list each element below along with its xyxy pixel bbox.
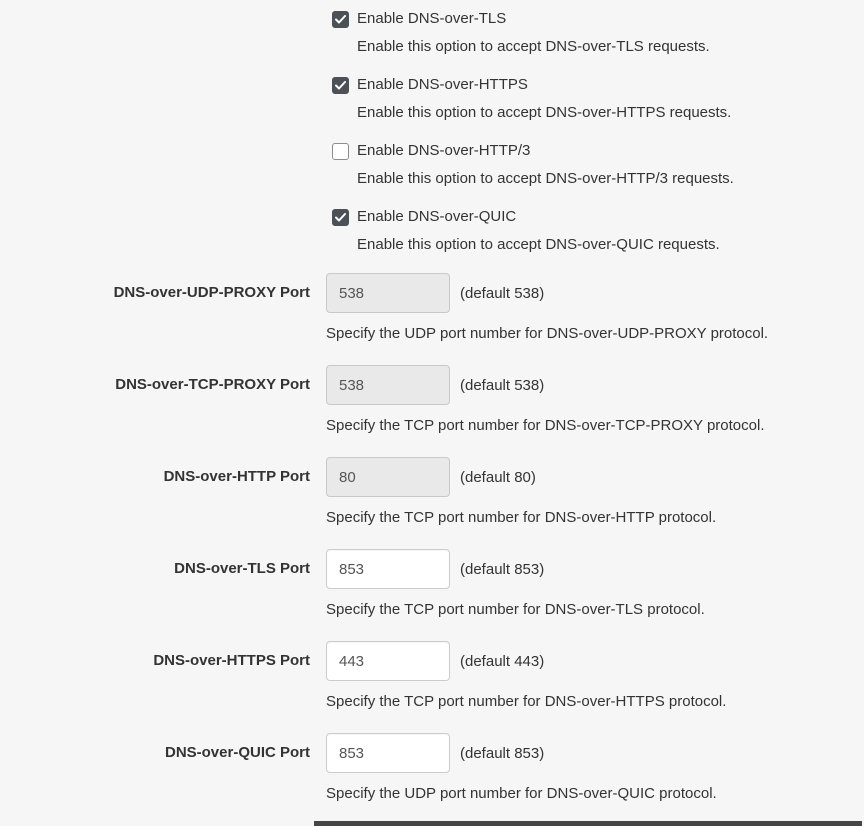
next-section-edge — [314, 821, 862, 826]
port-field-label: DNS-over-TCP-PROXY Port — [115, 376, 310, 393]
port-help-text: Specify the TCP port number for DNS-over… — [326, 417, 765, 434]
checkbox-option: Enable DNS-over-HTTP/3 Enable this optio… — [332, 141, 864, 189]
default-note: (default 538) — [460, 376, 545, 394]
port-field-label: DNS-over-HTTP Port — [163, 468, 310, 485]
checkbox-help-text: Enable this option to accept DNS-over-HT… — [357, 170, 734, 187]
default-note: (default 443) — [460, 652, 545, 670]
port-input — [326, 457, 450, 497]
checkmark-icon — [335, 14, 346, 23]
checkmark-icon — [335, 212, 346, 221]
port-help-text: Specify the TCP port number for DNS-over… — [326, 509, 717, 526]
port-field-row: DNS-over-HTTPS Port (default 443) Specif… — [0, 641, 864, 712]
port-help-text: Specify the TCP port number for DNS-over… — [326, 693, 727, 710]
port-help-text: Specify the UDP port number for DNS-over… — [326, 325, 769, 342]
port-field-label: DNS-over-TLS Port — [174, 560, 310, 577]
checkbox-help-text: Enable this option to accept DNS-over-QU… — [357, 236, 720, 253]
default-note: (default 80) — [460, 468, 536, 486]
checkbox-help-text: Enable this option to accept DNS-over-HT… — [357, 104, 732, 121]
checkbox-help-text: Enable this option to accept DNS-over-TL… — [357, 38, 710, 55]
checkbox[interactable] — [332, 142, 349, 160]
default-note: (default 853) — [460, 560, 545, 578]
port-field-row: DNS-over-TCP-PROXY Port (default 538) Sp… — [0, 365, 864, 436]
checkbox[interactable] — [332, 76, 349, 94]
port-input — [326, 365, 450, 405]
port-field-row: DNS-over-HTTP Port (default 80) Specify … — [0, 457, 864, 528]
checkbox-option: Enable DNS-over-TLS Enable this option t… — [332, 9, 864, 57]
default-note: (default 538) — [460, 284, 545, 302]
checkbox[interactable] — [332, 10, 349, 28]
port-field-label: DNS-over-QUIC Port — [164, 744, 310, 761]
port-input[interactable] — [326, 641, 450, 681]
checkbox-label[interactable]: Enable DNS-over-HTTP/3 — [357, 142, 531, 159]
port-help-text: Specify the UDP port number for DNS-over… — [326, 785, 717, 802]
default-note: (default 853) — [460, 744, 545, 762]
checkbox-label[interactable]: Enable DNS-over-QUIC — [357, 208, 517, 225]
port-input — [326, 273, 450, 313]
protocol-enable-section: Enable DNS-over-TLS Enable this option t… — [332, 0, 864, 255]
checkbox-option: Enable DNS-over-QUIC Enable this option … — [332, 207, 864, 255]
port-input[interactable] — [326, 733, 450, 773]
checkbox-label[interactable]: Enable DNS-over-HTTPS — [357, 76, 528, 93]
port-field-row: DNS-over-UDP-PROXY Port (default 538) Sp… — [0, 273, 864, 344]
checkbox[interactable] — [332, 208, 349, 226]
port-input[interactable] — [326, 549, 450, 589]
port-settings-section: DNS-over-UDP-PROXY Port (default 538) Sp… — [0, 273, 864, 804]
port-help-text: Specify the TCP port number for DNS-over… — [326, 601, 705, 618]
checkbox-option: Enable DNS-over-HTTPS Enable this option… — [332, 75, 864, 123]
port-field-row: DNS-over-TLS Port (default 853) Specify … — [0, 549, 864, 620]
port-field-label: DNS-over-UDP-PROXY Port — [113, 284, 310, 301]
checkmark-icon — [335, 80, 346, 89]
port-field-row: DNS-over-QUIC Port (default 853) Specify… — [0, 733, 864, 804]
port-field-label: DNS-over-HTTPS Port — [153, 652, 310, 669]
checkbox-label[interactable]: Enable DNS-over-TLS — [357, 10, 507, 27]
